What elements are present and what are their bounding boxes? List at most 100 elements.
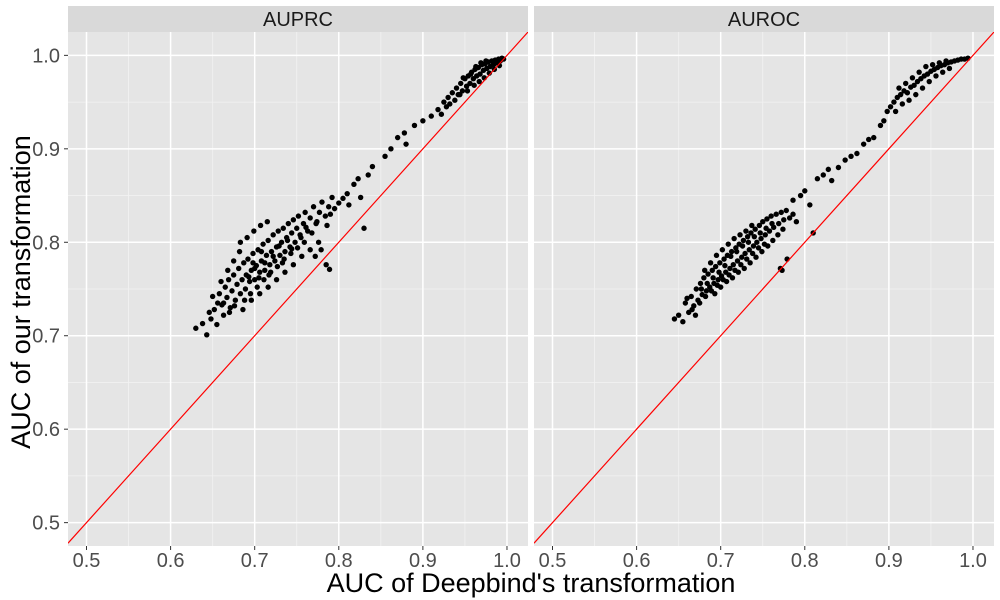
data-point — [749, 250, 756, 257]
data-point — [270, 232, 276, 238]
data-point — [257, 222, 264, 229]
data-point — [214, 300, 221, 306]
data-point — [735, 269, 742, 275]
data-point — [225, 267, 231, 274]
data-point — [246, 274, 252, 280]
data-point — [802, 188, 808, 194]
reference-line — [534, 32, 994, 544]
data-point — [273, 276, 280, 283]
data-point — [929, 62, 936, 68]
x-tick-label: 0.9 — [875, 550, 903, 572]
data-point — [323, 262, 329, 268]
data-point — [865, 136, 872, 143]
data-point — [768, 213, 774, 219]
data-point — [781, 217, 787, 223]
data-point — [301, 239, 308, 245]
data-point — [712, 263, 719, 270]
panel-auprc: AUPRC — [68, 6, 528, 546]
strip-label: AUROC — [728, 9, 800, 31]
data-point — [260, 241, 266, 247]
data-point — [231, 303, 238, 309]
data-point — [483, 58, 489, 64]
data-point — [239, 276, 245, 283]
data-point — [229, 288, 235, 294]
data-point — [860, 141, 867, 147]
points — [671, 55, 971, 325]
data-point — [731, 235, 737, 242]
data-point — [230, 258, 237, 264]
data-point — [904, 90, 911, 96]
x-tick-label: 0.7 — [707, 550, 735, 572]
data-point — [728, 248, 735, 255]
data-point — [241, 260, 247, 266]
data-point — [775, 232, 781, 238]
data-point — [237, 239, 244, 245]
data-point — [764, 216, 770, 222]
data-point — [752, 226, 758, 232]
data-point — [445, 94, 451, 101]
data-point — [401, 130, 408, 136]
data-point — [747, 260, 753, 266]
data-point — [206, 309, 212, 316]
y-tick-label: 0.6 — [32, 419, 60, 441]
data-point — [199, 320, 206, 327]
data-point — [258, 248, 265, 255]
x-tick-label: 0.5 — [73, 550, 101, 572]
data-point — [315, 239, 322, 245]
data-point — [793, 219, 800, 225]
data-point — [327, 211, 334, 217]
data-point — [702, 293, 709, 300]
x-tick-label: 1.0 — [493, 550, 521, 572]
data-point — [351, 181, 357, 188]
data-point — [790, 197, 796, 203]
data-point — [222, 284, 228, 290]
data-point — [216, 290, 223, 297]
data-point — [319, 199, 325, 205]
data-point — [739, 254, 745, 260]
data-point — [365, 172, 371, 178]
data-point — [765, 243, 771, 249]
data-point — [244, 234, 250, 241]
data-point — [245, 256, 251, 262]
data-point — [671, 316, 678, 322]
points — [193, 55, 507, 338]
panel-auroc: AUROC — [534, 6, 994, 546]
data-point — [282, 248, 288, 255]
data-point — [297, 232, 303, 238]
data-point — [272, 258, 278, 264]
data-point — [265, 237, 271, 244]
data-point — [940, 69, 946, 75]
data-point — [250, 250, 256, 257]
data-point — [744, 233, 751, 240]
data-point — [717, 260, 723, 266]
x-tick-label: 0.9 — [409, 550, 437, 572]
data-point — [758, 235, 764, 242]
data-point — [739, 243, 746, 249]
data-point — [438, 111, 445, 117]
data-point — [884, 108, 890, 115]
data-point — [762, 232, 768, 238]
data-point — [230, 272, 237, 278]
data-point — [214, 321, 220, 328]
data-point — [447, 101, 453, 107]
data-point — [312, 253, 318, 259]
data-point — [790, 211, 796, 217]
strip-label: AUPRC — [263, 9, 333, 31]
data-point — [728, 253, 734, 259]
data-point — [476, 78, 482, 85]
data-point — [227, 304, 234, 311]
data-point — [288, 246, 295, 252]
data-point — [892, 108, 899, 115]
data-point — [435, 106, 441, 113]
data-point — [698, 286, 705, 292]
data-point — [496, 62, 503, 69]
data-point — [361, 225, 367, 231]
data-point — [457, 91, 463, 98]
data-point — [891, 99, 897, 105]
data-point — [382, 153, 388, 159]
data-point — [751, 233, 758, 240]
data-point — [369, 163, 376, 170]
data-point — [807, 202, 813, 208]
data-point — [307, 247, 313, 253]
data-point — [887, 104, 894, 110]
